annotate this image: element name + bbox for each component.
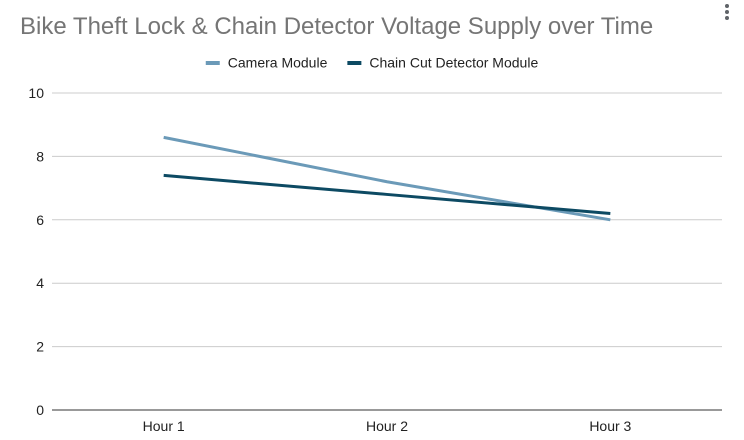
legend-swatch (205, 61, 220, 65)
legend-item: Chain Cut Detector Module (347, 55, 538, 71)
menu-dot (725, 16, 729, 20)
menu-dot (725, 10, 729, 14)
x-tick-label: Hour 1 (143, 418, 185, 434)
chart-legend: Camera Module Chain Cut Detector Module (205, 55, 538, 71)
menu-dot (725, 4, 729, 8)
y-tick-label: 8 (36, 148, 44, 164)
y-tick-label: 10 (28, 85, 44, 101)
x-tick-label: Hour 2 (366, 418, 408, 434)
legend-label: Camera Module (228, 55, 328, 71)
series-line (163, 173, 611, 215)
gridlines (52, 92, 722, 348)
series-lines (163, 135, 611, 222)
legend-item: Camera Module (205, 55, 328, 71)
y-tick-label: 6 (36, 212, 44, 228)
y-axis: 0 2 4 6 8 10 (28, 85, 44, 418)
legend-swatch (347, 61, 362, 65)
y-tick-label: 2 (36, 339, 44, 355)
y-tick-label: 0 (36, 402, 44, 418)
chart-title: Bike Theft Lock & Chain Detector Voltage… (20, 13, 653, 40)
y-tick-label: 4 (36, 275, 44, 291)
x-axis: Hour 1 Hour 2 Hour 3 (52, 409, 722, 434)
x-tick-label: Hour 3 (589, 418, 631, 434)
chart-menu-icon[interactable] (725, 4, 729, 20)
legend-label: Chain Cut Detector Module (369, 55, 538, 71)
